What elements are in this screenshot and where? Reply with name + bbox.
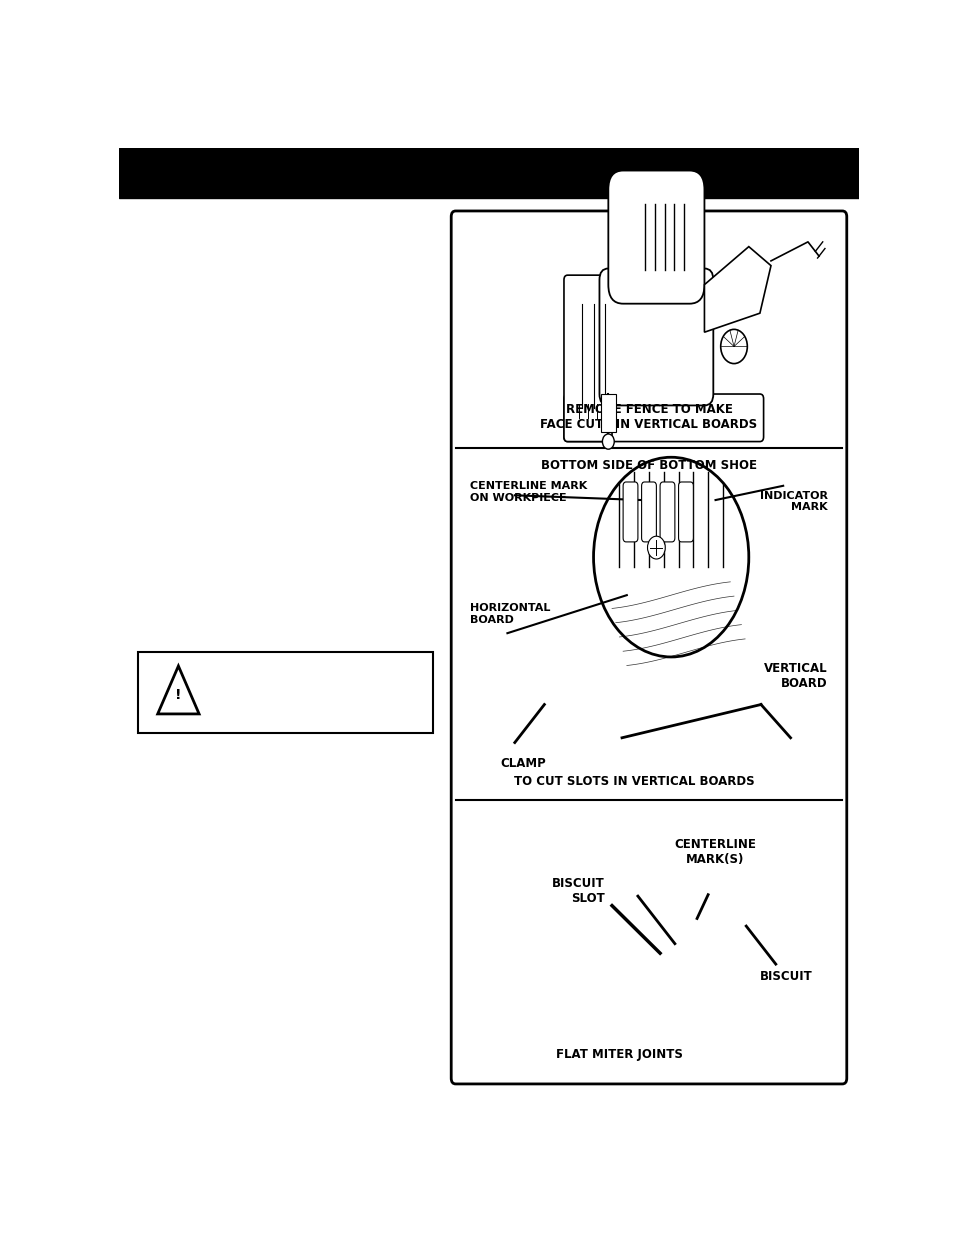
Bar <box>600 394 615 432</box>
FancyBboxPatch shape <box>678 482 693 542</box>
Text: BISCUIT
SLOT: BISCUIT SLOT <box>551 877 604 905</box>
FancyBboxPatch shape <box>563 275 612 442</box>
Text: CLAMP: CLAMP <box>499 757 545 769</box>
Text: CENTERLINE
MARK(S): CENTERLINE MARK(S) <box>674 837 756 866</box>
Text: BISCUIT: BISCUIT <box>760 971 812 983</box>
Bar <box>119 148 858 198</box>
Text: !: ! <box>175 688 181 703</box>
Circle shape <box>720 330 746 363</box>
Text: HORIZONTAL
BOARD: HORIZONTAL BOARD <box>470 604 550 625</box>
Text: CENTERLINE MARK
ON WORKPIECE: CENTERLINE MARK ON WORKPIECE <box>470 482 587 503</box>
Text: REMOVE FENCE TO MAKE
FACE CUTS IN VERTICAL BOARDS: REMOVE FENCE TO MAKE FACE CUTS IN VERTIC… <box>539 403 757 431</box>
Circle shape <box>601 433 614 450</box>
FancyBboxPatch shape <box>659 482 674 542</box>
Bar <box>137 652 433 734</box>
Text: FLAT MITER JOINTS: FLAT MITER JOINTS <box>556 1049 682 1061</box>
Circle shape <box>647 536 664 559</box>
Polygon shape <box>157 666 199 714</box>
FancyBboxPatch shape <box>608 170 703 304</box>
Polygon shape <box>703 247 770 332</box>
Text: TO CUT SLOTS IN VERTICAL BOARDS: TO CUT SLOTS IN VERTICAL BOARDS <box>514 776 754 788</box>
FancyBboxPatch shape <box>598 268 713 405</box>
FancyBboxPatch shape <box>563 394 762 442</box>
FancyBboxPatch shape <box>622 482 638 542</box>
Text: VERTICAL
BOARD: VERTICAL BOARD <box>763 662 826 690</box>
Text: BOTTOM SIDE OF BOTTOM SHOE: BOTTOM SIDE OF BOTTOM SHOE <box>540 459 756 472</box>
Text: INDICATOR
MARK: INDICATOR MARK <box>759 490 826 513</box>
Circle shape <box>593 457 748 657</box>
FancyBboxPatch shape <box>641 482 656 542</box>
FancyBboxPatch shape <box>451 211 846 1084</box>
